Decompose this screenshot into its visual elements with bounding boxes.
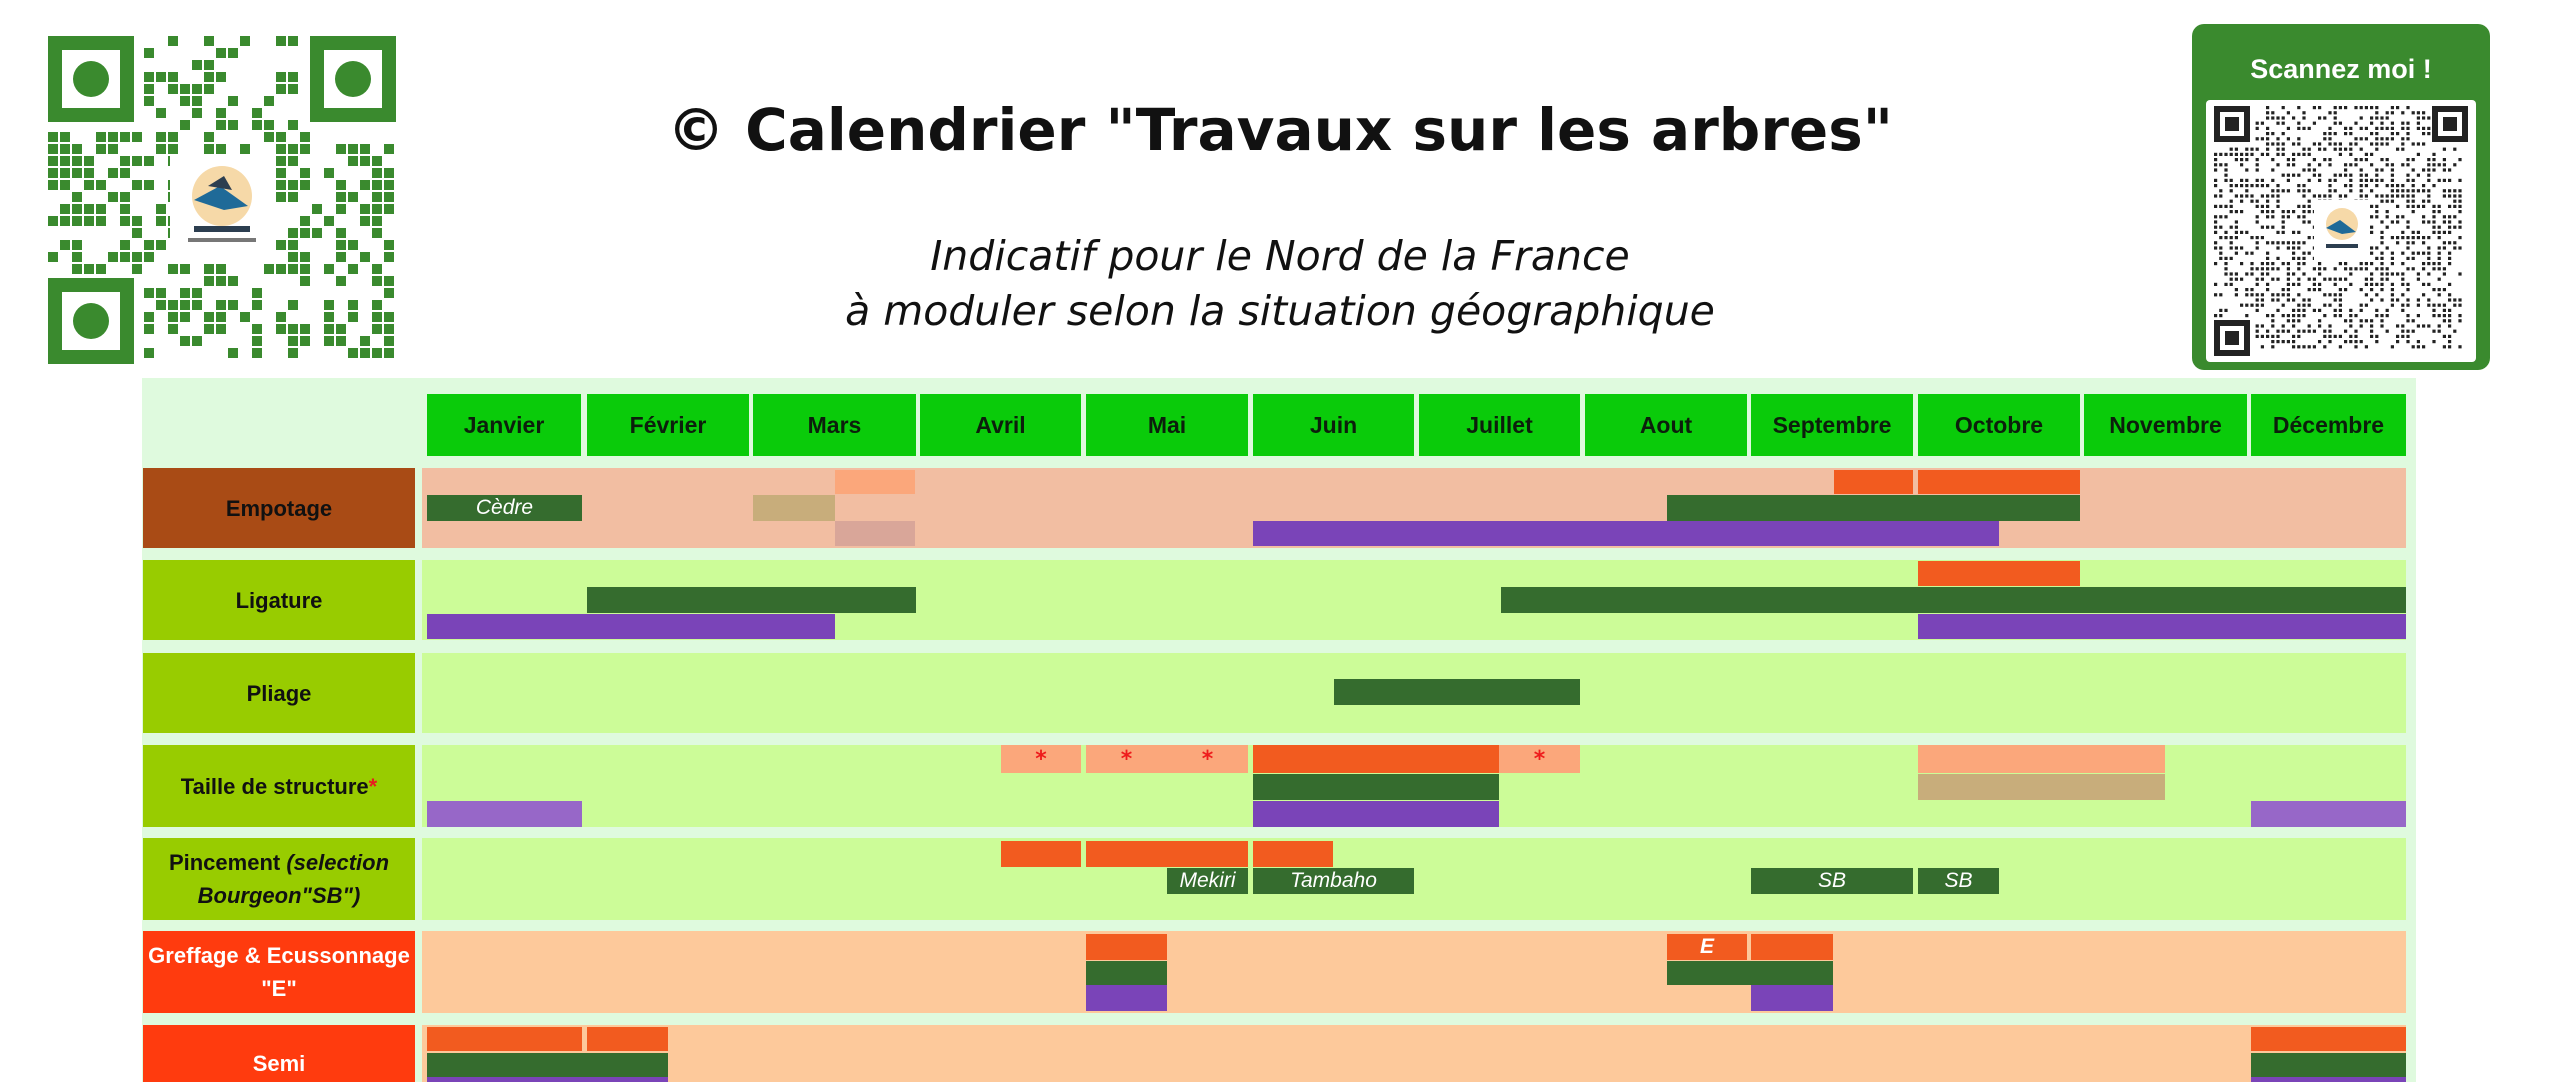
task-bar [587, 587, 916, 613]
task-bar [835, 470, 915, 494]
month-header: Septembre [1751, 394, 1913, 456]
month-header: Mai [1086, 394, 1248, 456]
task-bar [1253, 745, 1499, 773]
task-bar [1834, 470, 1913, 494]
row-label-text: Semi [252, 1051, 306, 1076]
month-header: Juillet [1419, 394, 1580, 456]
task-bar [2251, 1077, 2406, 1082]
task-bar: E [1667, 934, 1747, 960]
task-bar [835, 521, 915, 546]
task-bar [1253, 841, 1333, 867]
subtitle-line-1: Indicatif pour le Nord de la France [930, 232, 1630, 280]
task-bar [1001, 841, 1081, 867]
task-bar-asterisk: * [1167, 745, 1248, 773]
row-label-empotage: Empotage [143, 468, 415, 548]
task-bar: Tambaho [1253, 868, 1414, 894]
row-label-text: Pincement [168, 850, 287, 875]
subtitle-line-2: à moduler selon la situation géographiqu… [845, 287, 1715, 335]
page-title: © Calendrier "Travaux sur les arbres" [666, 96, 1893, 164]
row-label-pliage: Pliage [143, 653, 415, 733]
month-header: Mars [753, 394, 916, 456]
row-label-text-italic: (selection [286, 850, 390, 875]
task-bar [753, 495, 835, 521]
row-band-semi [422, 1025, 2406, 1082]
row-label-ligature: Ligature [143, 560, 415, 640]
scan-me-badge[interactable]: Scannez moi ! [2192, 24, 2490, 370]
task-bar [587, 1027, 668, 1051]
qr-code-icon [48, 36, 396, 364]
task-bar [1253, 801, 1499, 827]
task-bar [1918, 561, 2080, 586]
row-label-text: Greffage & Ecussonnage [148, 943, 410, 968]
row-label-semi: Semi [143, 1025, 415, 1082]
row-band-greffage [422, 931, 2406, 1013]
task-bar [2251, 1053, 2406, 1077]
month-header: Février [587, 394, 749, 456]
row-label-taille-de-structure: Taille de structure * [143, 745, 415, 827]
task-bar [1918, 614, 2406, 639]
task-bar [1086, 985, 1167, 1011]
task-bar [1751, 934, 1833, 960]
row-label-text: Taille de structure [180, 773, 369, 799]
task-bar-asterisk: * [1001, 745, 1081, 773]
task-bar-asterisk: * [1499, 745, 1580, 773]
task-bar [2251, 1027, 2406, 1051]
task-bar [1918, 470, 2080, 494]
month-header: Juin [1253, 394, 1414, 456]
task-bar [427, 614, 835, 639]
task-bar-asterisk: * [1086, 745, 1167, 773]
task-bar [1918, 774, 2165, 800]
qr-code-right[interactable] [2206, 100, 2476, 362]
task-bar [1667, 495, 2080, 521]
task-bar [1501, 587, 2406, 613]
task-bar [1334, 679, 1580, 705]
month-header: Décembre [2251, 394, 2406, 456]
task-bar [1667, 961, 1833, 985]
task-bar [1086, 961, 1167, 985]
task-bar [1253, 521, 1999, 546]
task-bar [427, 1077, 668, 1082]
row-band-pincement [422, 838, 2406, 920]
month-header: Octobre [1918, 394, 2080, 456]
qr-code-left[interactable] [48, 36, 396, 364]
task-bar [1086, 934, 1167, 960]
task-bar [1751, 985, 1833, 1011]
asterisk-mark: * [368, 773, 378, 799]
scan-me-label: Scannez moi ! [2250, 54, 2432, 84]
task-bar [2251, 801, 2406, 827]
month-header: Avril [920, 394, 1081, 456]
task-bar: SB [1918, 868, 1999, 894]
month-header: Janvier [427, 394, 581, 456]
month-header: Aout [1585, 394, 1747, 456]
row-label-greffage: Greffage & Ecussonnage "E" [143, 931, 415, 1013]
task-bar [427, 801, 582, 827]
task-bar: Mekiri [1167, 868, 1248, 894]
task-bar: Cèdre [427, 495, 582, 521]
row-label-text-italic: Bourgeon"SB") [197, 883, 361, 908]
task-bar: SB [1751, 868, 1913, 894]
row-label-pincement: Pincement (selection Bourgeon"SB") [143, 838, 415, 920]
task-bar [1253, 774, 1499, 800]
task-bar [427, 1053, 668, 1077]
row-label-text: "E" [261, 976, 297, 1001]
month-header: Novembre [2084, 394, 2247, 456]
qr-code-icon [2214, 106, 2468, 356]
task-bar [1918, 745, 2165, 773]
task-bar [427, 1027, 582, 1051]
task-bar [1086, 841, 1248, 867]
